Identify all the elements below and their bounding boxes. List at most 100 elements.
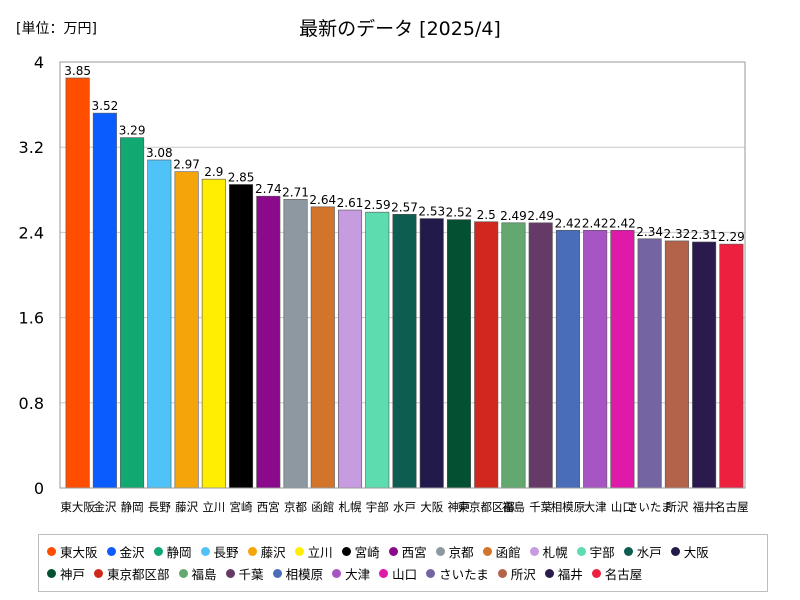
legend-item: 山口: [379, 562, 417, 584]
legend-swatch: [529, 546, 539, 556]
legend-label: 静岡: [166, 544, 192, 560]
legend-label: 東大阪: [60, 544, 98, 560]
legend-swatch: [47, 568, 56, 578]
value-label: 2.42: [582, 216, 609, 230]
value-label: 3.52: [92, 99, 119, 113]
legend-label: 福井: [557, 566, 583, 582]
legend-item: 立川: [294, 540, 333, 562]
value-label: 3.85: [64, 64, 91, 78]
legend-item: 藤沢: [247, 540, 286, 562]
legend-swatch: [576, 546, 586, 556]
value-label: 2.42: [609, 216, 636, 230]
bar: [610, 229, 635, 489]
legend-item: 静岡: [153, 540, 192, 562]
value-label: 2.52: [446, 206, 473, 220]
legend-label: 西宮: [401, 544, 427, 560]
legend-label: 東京都区部: [107, 566, 170, 582]
x-tick-label: 名古屋: [714, 500, 749, 514]
unit-label: [単位：万円]: [16, 21, 97, 37]
x-tick-label: 千葉: [529, 500, 552, 514]
legend-item: 神戸: [47, 562, 85, 584]
legend-label: 山口: [392, 566, 418, 582]
value-label: 2.49: [500, 209, 527, 223]
legend-swatch: [225, 568, 235, 578]
legend-swatch: [435, 546, 445, 556]
value-label: 2.59: [364, 198, 391, 212]
legend-swatch: [178, 568, 188, 578]
legend-item: 大津: [332, 562, 370, 584]
plot-frame: [59, 61, 746, 489]
value-label: 2.97: [173, 158, 200, 172]
value-label: 3.08: [146, 146, 173, 160]
x-tick-label: さいたま: [627, 500, 673, 514]
legend-swatch: [332, 568, 342, 578]
x-tick-label: 東大阪: [60, 500, 95, 514]
bar: [120, 137, 145, 489]
legend-item: 相模原: [272, 562, 323, 584]
bar: [147, 159, 172, 489]
legend-item: 千葉: [225, 562, 264, 584]
legend-item: 福島: [178, 562, 217, 584]
value-label: 2.29: [718, 230, 745, 244]
bar: [501, 222, 526, 489]
x-tick-label: 金沢: [93, 500, 116, 514]
legend-item: 札幌: [529, 540, 568, 562]
legend-item: 函館: [482, 540, 521, 562]
bar: [637, 238, 662, 489]
x-tick-label: 札幌: [339, 500, 362, 514]
chart-title: 最新のデータ [2025/4]: [299, 18, 501, 40]
legend-item: 東京都区部: [94, 562, 170, 584]
x-tick-label: 所沢: [665, 500, 688, 514]
legend-item: 東大阪: [47, 540, 98, 562]
legend-label: 京都: [448, 544, 474, 560]
legend-item: 水戸: [623, 540, 662, 562]
legend-label: 所沢: [510, 566, 536, 582]
y-tick-label: 4: [34, 53, 44, 72]
value-label: 2.53: [418, 205, 445, 219]
legend-label: 福島: [191, 566, 217, 582]
legend-swatch: [623, 546, 633, 556]
x-tick-label: 静岡: [121, 500, 144, 514]
value-label: 2.61: [337, 196, 364, 210]
x-tick-label: 函館: [311, 500, 334, 514]
legend-swatch: [94, 568, 104, 578]
x-tick-label: 宮崎: [230, 500, 253, 514]
legend-label: 立川: [307, 544, 333, 560]
bar: [583, 229, 608, 489]
legend-swatch: [106, 546, 116, 556]
value-label: 2.71: [282, 185, 309, 199]
x-tick-label: 宇部: [366, 500, 389, 514]
legend-item: 福井: [544, 562, 583, 584]
legend-item: さいたま: [426, 562, 489, 584]
legend-label: 藤沢: [260, 544, 286, 560]
y-tick-label: 1.6: [19, 309, 44, 328]
y-tick-label: 3.2: [19, 138, 44, 157]
x-tick-label: 京都: [284, 500, 307, 514]
legend-swatch: [482, 546, 492, 556]
legend-item: 所沢: [497, 562, 536, 584]
bar: [419, 218, 444, 489]
legend-item: 長野: [200, 540, 239, 562]
bar: [555, 229, 580, 489]
bar: [365, 211, 390, 489]
x-tick-label: 相模原: [551, 500, 586, 514]
bar: [201, 178, 226, 489]
legend-swatch: [341, 546, 351, 556]
x-tick-label: 東京都区部: [457, 500, 515, 514]
x-tick-label: 西宮: [257, 500, 280, 514]
x-tick-label: 福井: [693, 500, 716, 514]
legend-label: 宮崎: [354, 544, 380, 560]
bar: [174, 171, 199, 489]
value-label: 2.74: [255, 182, 282, 196]
x-tick-label: 大阪: [420, 500, 443, 514]
y-tick-label: 2.4: [19, 223, 44, 242]
legend-item: 西宮: [388, 540, 427, 562]
legend-label: 函館: [495, 544, 521, 560]
legend-swatch: [247, 546, 257, 556]
bar: [692, 241, 717, 489]
value-label: 2.57: [391, 200, 418, 214]
bar: [65, 77, 90, 489]
bar: [310, 206, 335, 489]
bar: [664, 240, 689, 489]
